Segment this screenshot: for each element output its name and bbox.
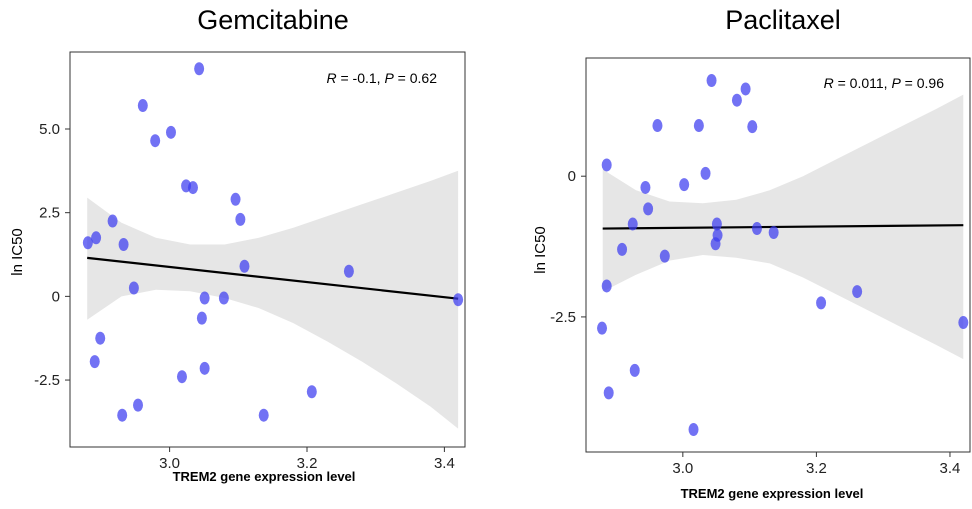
data-point bbox=[150, 134, 161, 148]
data-point bbox=[194, 62, 205, 76]
y-axis-label: ln IC50 bbox=[532, 226, 549, 274]
data-point bbox=[617, 242, 628, 256]
scatter-points-layer bbox=[82, 62, 464, 422]
y-axis-ticks: -2.5 0 2.5 5.0 bbox=[34, 121, 70, 389]
data-point bbox=[852, 285, 863, 299]
x-tick-label: 3.0 bbox=[159, 455, 180, 472]
data-point bbox=[768, 225, 779, 239]
p-value: = 0.96 bbox=[901, 75, 944, 91]
data-point bbox=[82, 236, 93, 250]
data-point bbox=[165, 125, 176, 139]
data-point bbox=[343, 264, 354, 278]
chart-title: Gemcitabine bbox=[197, 5, 349, 35]
data-point bbox=[235, 212, 246, 226]
data-point bbox=[601, 158, 612, 172]
data-point bbox=[710, 237, 721, 251]
data-point bbox=[453, 293, 464, 307]
data-point bbox=[659, 249, 670, 263]
data-point bbox=[91, 231, 102, 245]
x-axis-label: TREM2 gene expression level bbox=[681, 486, 864, 501]
y-tick-label: -2.5 bbox=[550, 309, 576, 326]
x-axis-label: TREM2 gene expression level bbox=[173, 469, 356, 484]
data-point bbox=[187, 181, 198, 195]
data-point bbox=[89, 355, 100, 369]
data-point bbox=[652, 119, 663, 133]
data-point bbox=[679, 178, 690, 192]
data-point bbox=[597, 321, 608, 335]
y-tick-label: -2.5 bbox=[34, 372, 60, 389]
plot-frame bbox=[585, 57, 971, 453]
r-label: R bbox=[326, 70, 336, 86]
r-value: = 0.011, bbox=[834, 75, 892, 91]
data-point bbox=[627, 217, 638, 231]
y-tick-label: 0 bbox=[52, 288, 60, 305]
r-value: = -0.1, bbox=[337, 70, 385, 86]
data-point bbox=[740, 82, 751, 96]
scatter-points-layer bbox=[597, 74, 969, 436]
data-point bbox=[603, 386, 614, 400]
data-point bbox=[700, 166, 711, 180]
data-point bbox=[95, 331, 106, 345]
plot-frame bbox=[69, 51, 466, 448]
x-tick-label: 3.4 bbox=[940, 460, 961, 477]
p-label: P bbox=[891, 75, 901, 91]
data-point bbox=[706, 74, 717, 88]
data-point bbox=[258, 408, 269, 422]
data-point bbox=[816, 296, 827, 310]
x-tick-label: 3.2 bbox=[297, 455, 318, 472]
data-point bbox=[239, 259, 250, 273]
data-point bbox=[199, 361, 210, 375]
regression-line bbox=[87, 256, 459, 300]
regression-line-layer bbox=[602, 224, 964, 230]
data-point bbox=[176, 370, 187, 384]
data-point bbox=[199, 291, 210, 305]
data-point bbox=[693, 119, 704, 133]
x-axis-ticks: 3.0 3.2 3.4 bbox=[159, 447, 455, 472]
data-point bbox=[107, 214, 118, 228]
data-point bbox=[747, 120, 758, 134]
data-point bbox=[117, 408, 128, 422]
data-point bbox=[218, 291, 229, 305]
p-value: = 0.62 bbox=[394, 70, 437, 86]
data-point bbox=[601, 279, 612, 293]
data-point bbox=[230, 192, 241, 206]
confidence-band-layer bbox=[87, 170, 459, 429]
regression-line-layer bbox=[87, 256, 459, 300]
data-point bbox=[640, 180, 651, 194]
panel-gemcitabine: Gemcitabine 3.0 3.2 3.4 -2.5 0 2.5 5.0 TREM2 … bbox=[9, 5, 466, 484]
data-point bbox=[118, 237, 129, 251]
chart-title: Paclitaxel bbox=[725, 5, 841, 35]
confidence-band bbox=[87, 170, 459, 429]
data-point bbox=[196, 311, 207, 325]
r-label: R bbox=[824, 75, 834, 91]
x-axis-ticks: 3.0 3.2 3.4 bbox=[672, 452, 960, 477]
x-tick-label: 3.4 bbox=[434, 455, 455, 472]
data-point bbox=[133, 398, 144, 412]
correlation-annotation: R = -0.1, P = 0.62 bbox=[326, 70, 437, 86]
correlation-annotation: R = 0.011, P = 0.96 bbox=[824, 75, 945, 91]
data-point bbox=[128, 281, 139, 295]
y-axis-ticks: -2.5 0 bbox=[550, 168, 586, 326]
y-tick-label: 0 bbox=[568, 168, 576, 185]
data-point bbox=[711, 217, 722, 231]
p-label: P bbox=[384, 70, 394, 86]
data-point bbox=[629, 363, 640, 377]
data-point bbox=[306, 385, 317, 399]
regression-line bbox=[602, 224, 964, 230]
data-point bbox=[137, 99, 148, 113]
y-tick-label: 5.0 bbox=[39, 121, 60, 138]
x-tick-label: 3.2 bbox=[806, 460, 827, 477]
data-point bbox=[751, 222, 762, 236]
y-axis-label: ln IC50 bbox=[9, 228, 26, 276]
data-point bbox=[958, 316, 969, 330]
panel-paclitaxel: Paclitaxel 3.0 3.2 3.4 -2.5 0 TREM2 gene ex… bbox=[532, 5, 971, 501]
y-tick-label: 2.5 bbox=[39, 205, 60, 222]
data-point bbox=[688, 422, 699, 436]
x-tick-label: 3.0 bbox=[672, 460, 693, 477]
data-point bbox=[731, 93, 742, 107]
data-point bbox=[643, 202, 654, 216]
